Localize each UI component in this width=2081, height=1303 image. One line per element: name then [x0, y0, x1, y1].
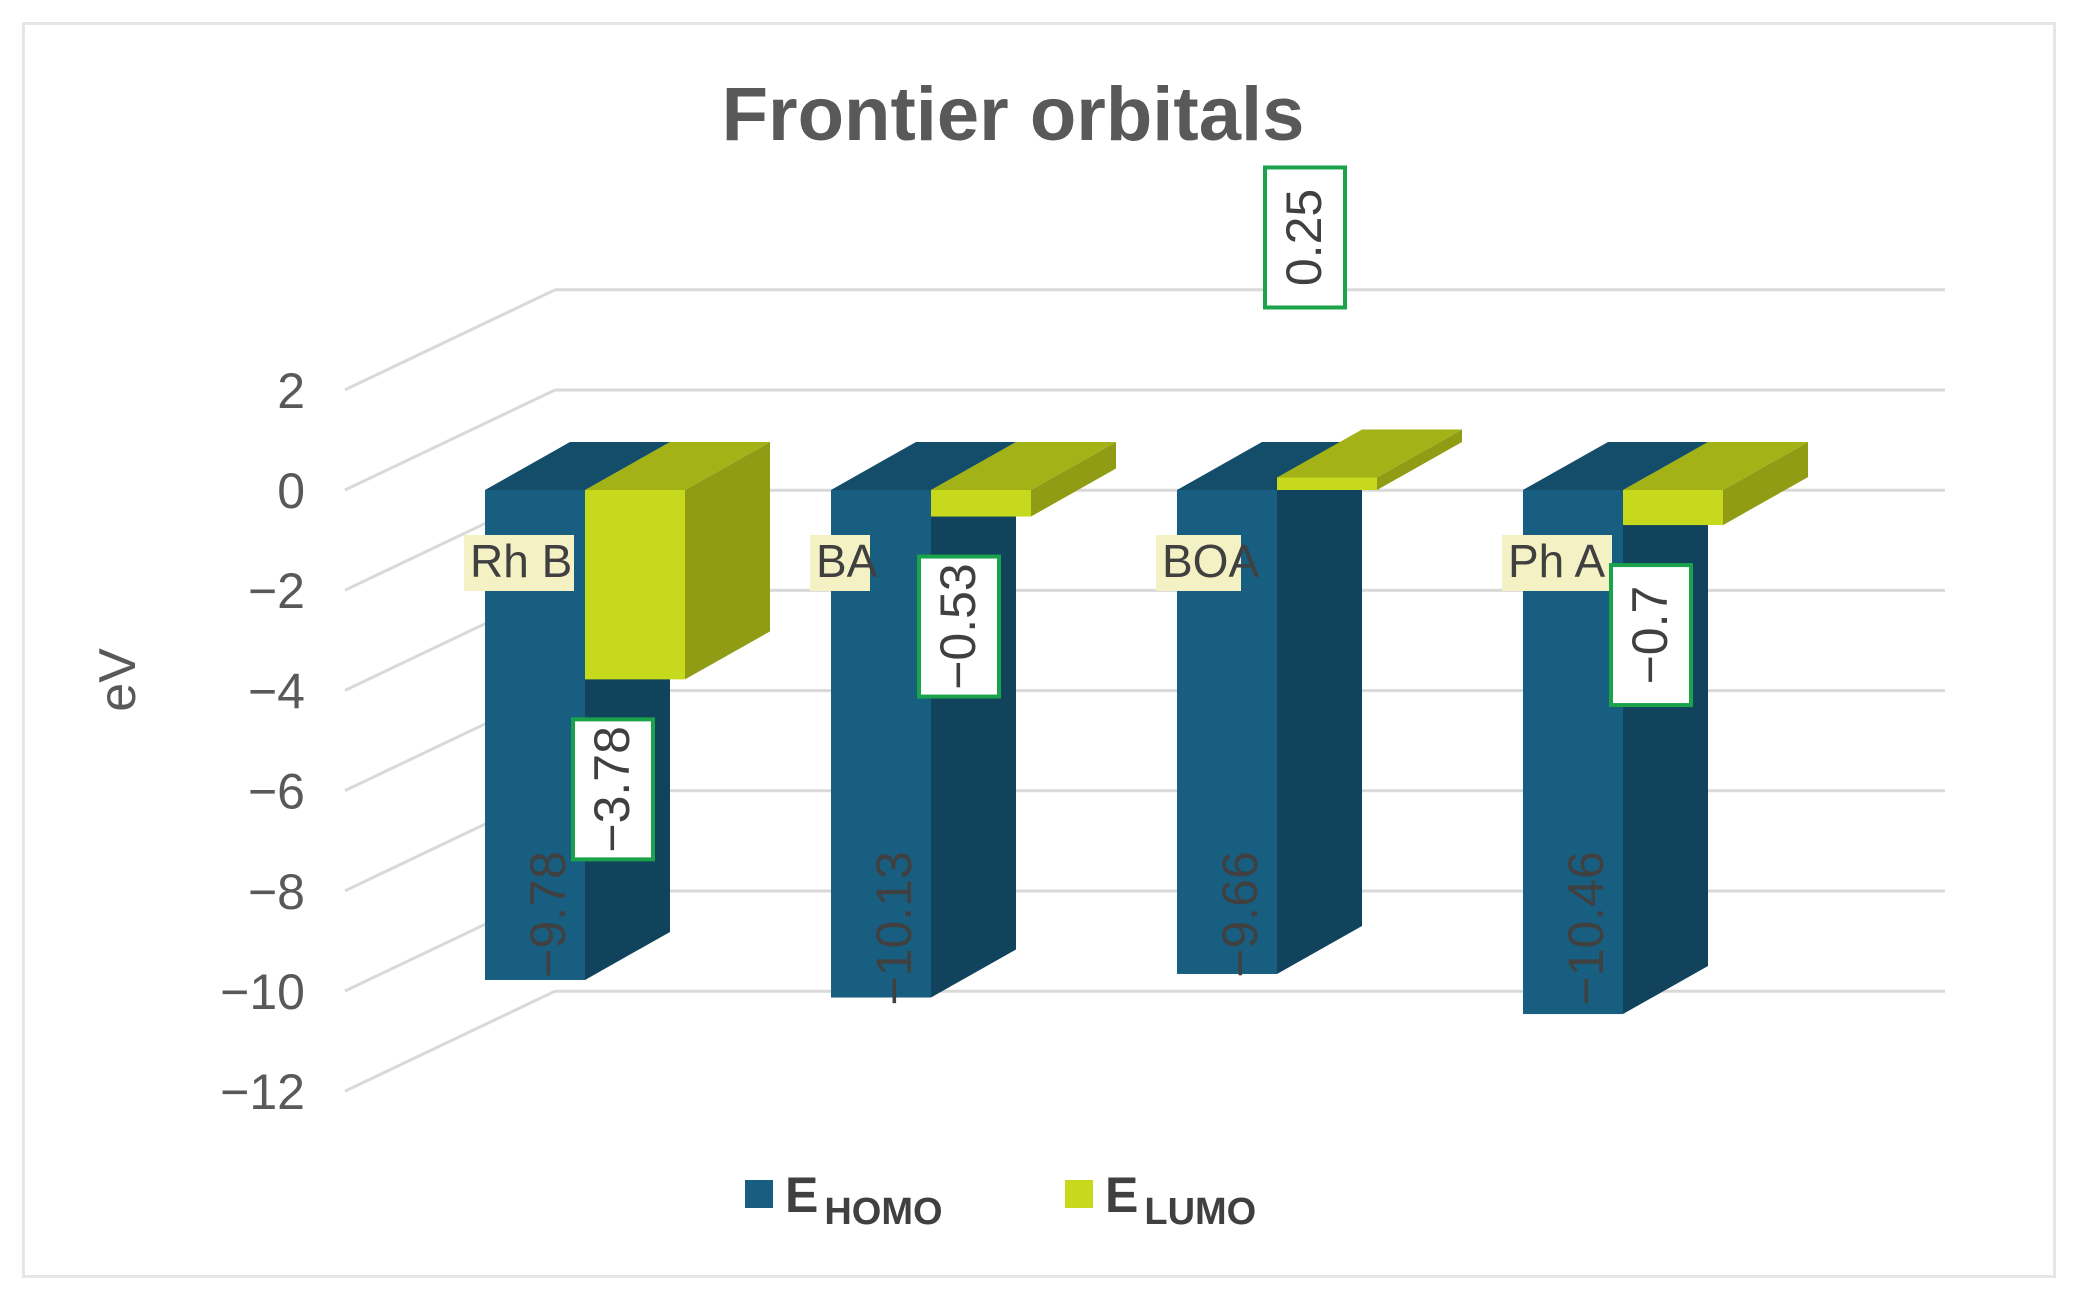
category-label: Rh B [470, 535, 572, 587]
bar-side [1723, 442, 1808, 526]
category-label-group: BOA [1156, 535, 1259, 591]
lumo-label-box [1609, 563, 1693, 708]
homo-value-label: −10.46 [1558, 851, 1614, 1005]
bar-side [1377, 429, 1462, 490]
bar-e-homo-ba [831, 442, 1016, 998]
category-label-group: BA [810, 535, 878, 591]
legend-label-main: E [1105, 1167, 1138, 1223]
legend-swatch [745, 1180, 773, 1208]
legend-item-e-lumo: E LUMO [1065, 1167, 1256, 1233]
legend-swatch [1065, 1180, 1093, 1208]
bar-front [931, 490, 1031, 517]
bar-e-homo-ph-a [1523, 442, 1708, 1015]
y-tick-label: −10 [220, 964, 305, 1020]
lumo-value-label: −0.7 [1609, 563, 1693, 708]
y-tick-label: 0 [277, 463, 305, 519]
lumo-label-box [917, 554, 1001, 699]
category-label: BOA [1162, 535, 1259, 587]
bar-top [585, 442, 770, 490]
homo-value-label: −9.78 [520, 851, 576, 978]
bar-front [585, 490, 685, 680]
bar-top [1523, 442, 1708, 490]
legend: E HOMO E LUMO [745, 1167, 1256, 1233]
legend-label-main: E [785, 1167, 818, 1223]
y-tick-label: −6 [248, 764, 305, 820]
category-label-bg [1156, 535, 1241, 591]
y-tick-label: −4 [248, 663, 305, 719]
bar-side [1031, 442, 1116, 517]
gridline-side [344, 388, 556, 492]
homo-value-label: −10.13 [866, 851, 922, 1005]
legend-label: E LUMO [1105, 1167, 1256, 1233]
bar-front [1277, 477, 1377, 490]
bar-e-lumo-ba [931, 442, 1116, 517]
data-labels: Rh B −9.78−3.78 BA −10.13 −0.53 BOA −9.66 0.25 P… [464, 165, 1693, 1006]
gridline-side [344, 989, 556, 1093]
bar-e-lumo-boa [1277, 429, 1462, 490]
chart-frame [22, 22, 2056, 1278]
lumo-value-text: −3.78 [584, 726, 640, 853]
lumo-value-text: 0.25 [1276, 189, 1332, 286]
lumo-label-box [1263, 165, 1347, 310]
bar-top [1277, 429, 1462, 478]
category-label: BA [816, 535, 878, 587]
category-label-bg [1502, 535, 1612, 591]
lumo-value-label: −0.53 [917, 554, 1001, 699]
lumo-value-text: −0.7 [1622, 586, 1678, 685]
bar-e-lumo-rh-b [585, 442, 770, 680]
lumo-value-text: −0.53 [930, 563, 986, 690]
lumo-value-label: 0.25 [1263, 165, 1347, 310]
bar-top [831, 442, 1016, 490]
y-tick-label: −12 [220, 1064, 305, 1120]
bar-top [1623, 442, 1808, 490]
legend-label-sub: LUMO [1144, 1191, 1256, 1233]
category-label-bg [810, 535, 870, 591]
category-label-bg [464, 535, 574, 591]
bar-top [931, 442, 1116, 490]
bar-front [1623, 490, 1723, 526]
bar-top [485, 442, 670, 490]
legend-item-e-homo: E HOMO [745, 1167, 943, 1233]
bar-side [1623, 442, 1708, 1015]
category-label-group: Ph A [1502, 535, 1612, 591]
legend-label: E HOMO [785, 1167, 943, 1233]
bar-side [685, 442, 770, 680]
bar-top [1177, 442, 1362, 490]
lumo-label-box [571, 717, 655, 862]
gridline-side [344, 288, 556, 392]
lumo-value-label: −3.78 [571, 717, 655, 862]
chart-title: Frontier orbitals [722, 72, 1305, 157]
bar-e-lumo-ph-a [1623, 442, 1808, 526]
category-label: Ph A [1508, 535, 1606, 587]
bar-side [931, 442, 1016, 998]
y-tick-label: −8 [248, 864, 305, 920]
legend-label-sub: HOMO [824, 1191, 942, 1233]
y-axis-ticks: 2 0 −2 −4 −6 −8 −10 −12 [220, 363, 305, 1120]
y-tick-label: 2 [277, 363, 305, 419]
y-tick-label: −2 [248, 563, 305, 619]
category-label-group: Rh B [464, 535, 574, 591]
homo-value-label: −9.66 [1212, 851, 1268, 978]
bar-e-homo-boa [1177, 442, 1362, 974]
bar-side [1277, 442, 1362, 974]
y-axis-label: eV [89, 648, 147, 712]
